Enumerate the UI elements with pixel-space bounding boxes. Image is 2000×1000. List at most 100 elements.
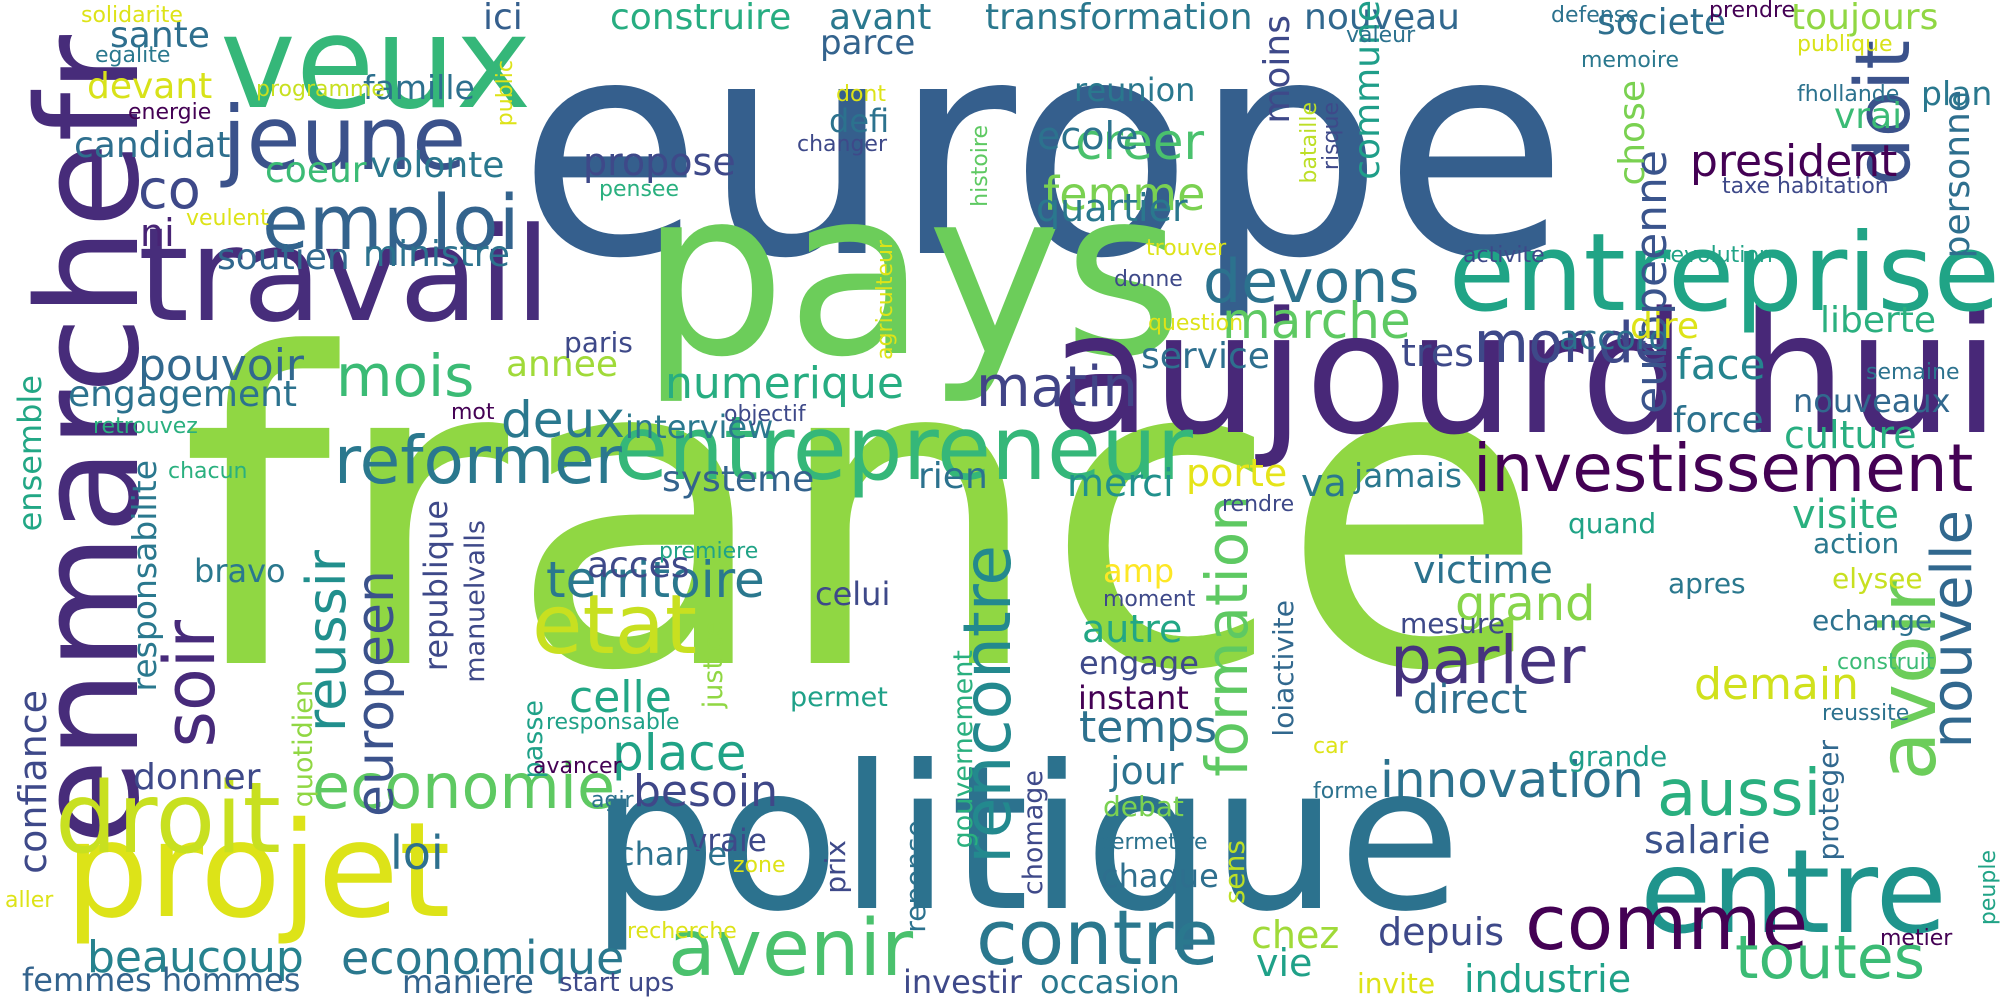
word-objectif: objectif	[724, 402, 806, 427]
word-ensemble: ensemble	[11, 375, 49, 532]
word-transformation: transformation	[985, 0, 1253, 38]
word-changer: changer	[797, 132, 888, 157]
word-tres: tres	[1401, 331, 1474, 375]
word-permet: permet	[790, 682, 888, 713]
word-devons: devons	[1203, 247, 1420, 317]
word-dont: dont	[836, 82, 886, 107]
word-amp: amp	[1103, 552, 1175, 590]
word-nouveau: nouveau	[1304, 0, 1460, 38]
word-quartier: quartier	[1036, 186, 1188, 230]
word-trouver: trouver	[1146, 236, 1227, 261]
word-toujours: toujours	[1791, 0, 1939, 38]
word-histoire: histoire	[968, 125, 993, 207]
word-depuis: depuis	[1378, 910, 1505, 954]
word-economique: economique	[341, 931, 625, 985]
word-engagement: engagement	[68, 374, 298, 415]
word-soir: soir	[149, 620, 231, 748]
word-instant: instant	[1078, 679, 1189, 717]
word-femme: femme	[1043, 167, 1206, 221]
word-societe: societe	[1597, 2, 1726, 43]
word-acces: acces	[587, 545, 690, 586]
word-chose: chose	[1612, 80, 1653, 186]
word-sens: sens	[1218, 840, 1251, 905]
word-pouvoir: pouvoir	[138, 340, 305, 391]
word-europe: europe	[518, 0, 1568, 324]
word-celle: celle	[569, 672, 672, 723]
word-programme: programme	[256, 77, 385, 102]
word-permettre: permettre	[1097, 830, 1208, 855]
word-jour: jour	[1110, 749, 1184, 793]
word-grand: grand	[1455, 576, 1596, 632]
word-territoire: territoire	[546, 551, 765, 609]
word-prix: prix	[819, 840, 852, 894]
word-risque: risque	[1319, 102, 1344, 171]
word-manuelvalls: manuelvalls	[460, 520, 491, 683]
word-reunion: reunion	[1074, 71, 1196, 109]
word-donne: donne	[1114, 267, 1183, 292]
word-aujourd-hui: aujourd hui	[1048, 276, 2000, 472]
word-visite: visite	[1792, 492, 1900, 538]
word-innovation: innovation	[1380, 751, 1644, 809]
word-france: france	[180, 265, 1546, 765]
word-proteger: proteger	[1812, 740, 1845, 861]
word-politique: politique	[590, 723, 1462, 956]
word-entreprise: entreprise	[1448, 211, 2000, 336]
word-culture: culture	[1784, 413, 1917, 457]
word-confiance: confiance	[11, 690, 55, 874]
word-ministre: ministre	[363, 234, 510, 275]
word-loi: loi	[390, 826, 444, 880]
word-public: public	[493, 60, 518, 127]
word-reussite: reussite	[1822, 701, 1910, 726]
word-defense: defense	[1551, 3, 1639, 28]
word-temps: temps	[1079, 702, 1218, 753]
word-moins: moins	[1257, 15, 1298, 124]
word-celui: celui	[815, 575, 891, 613]
word-industrie: industrie	[1464, 957, 1632, 1000]
word-emploi: emploi	[262, 178, 520, 267]
word-candidat: candidat	[74, 125, 231, 166]
word-debat: debat	[1103, 790, 1184, 823]
word-semaine: semaine	[1866, 360, 1960, 385]
word-apres: apres	[1668, 567, 1746, 600]
word-egalite: egalite	[95, 43, 171, 68]
word-service: service	[1141, 336, 1270, 377]
word-direct: direct	[1413, 677, 1528, 723]
word-mot: mot	[451, 400, 495, 425]
word-justice: justice	[698, 620, 729, 709]
word-forme: forme	[1313, 779, 1378, 804]
word-action: action	[1813, 527, 1900, 560]
word-car: car	[1313, 734, 1348, 759]
word-accord: accord	[1559, 318, 1670, 357]
word-merci: merci	[1067, 461, 1174, 505]
word-investissement: investissement	[1473, 430, 1974, 507]
word-monde: monde	[1474, 311, 1669, 376]
word-defi: defi	[829, 102, 890, 140]
word-avancer: avancer	[533, 754, 622, 779]
word-agriculteur: agriculteur	[873, 240, 898, 360]
word-fhollande: fhollande	[1797, 82, 1900, 107]
word-charge: charge	[617, 835, 728, 873]
word-prendre: prendre	[1709, 0, 1796, 23]
word-droit: droit	[55, 762, 281, 876]
word-reformer: reformer	[334, 422, 622, 499]
word-aussi: aussi	[1657, 757, 1822, 831]
word-coeur: coeur	[265, 150, 367, 191]
word-projet: projet	[65, 794, 451, 948]
word-solidarite: solidarite	[81, 3, 183, 28]
word-nouvelle: nouvelle	[1920, 510, 1985, 749]
word-demain: demain	[1694, 659, 1859, 710]
word-grande: grande	[1568, 740, 1668, 773]
word-monde: monde	[1474, 311, 1669, 376]
word-president: president	[1690, 136, 1898, 187]
word-mois: mois	[336, 342, 475, 410]
word-invite: invite	[1357, 967, 1436, 1000]
word-recherche: recherche	[627, 919, 737, 944]
word-deux: deux	[501, 391, 625, 449]
word-agir: agir	[591, 788, 634, 813]
word-jeune: jeune	[222, 87, 467, 190]
word-etat: etat	[532, 578, 698, 673]
word-entre: entre	[1640, 825, 1947, 960]
word-activite: activite	[1463, 243, 1545, 268]
word-loiactivite: loiactivite	[1267, 600, 1300, 737]
